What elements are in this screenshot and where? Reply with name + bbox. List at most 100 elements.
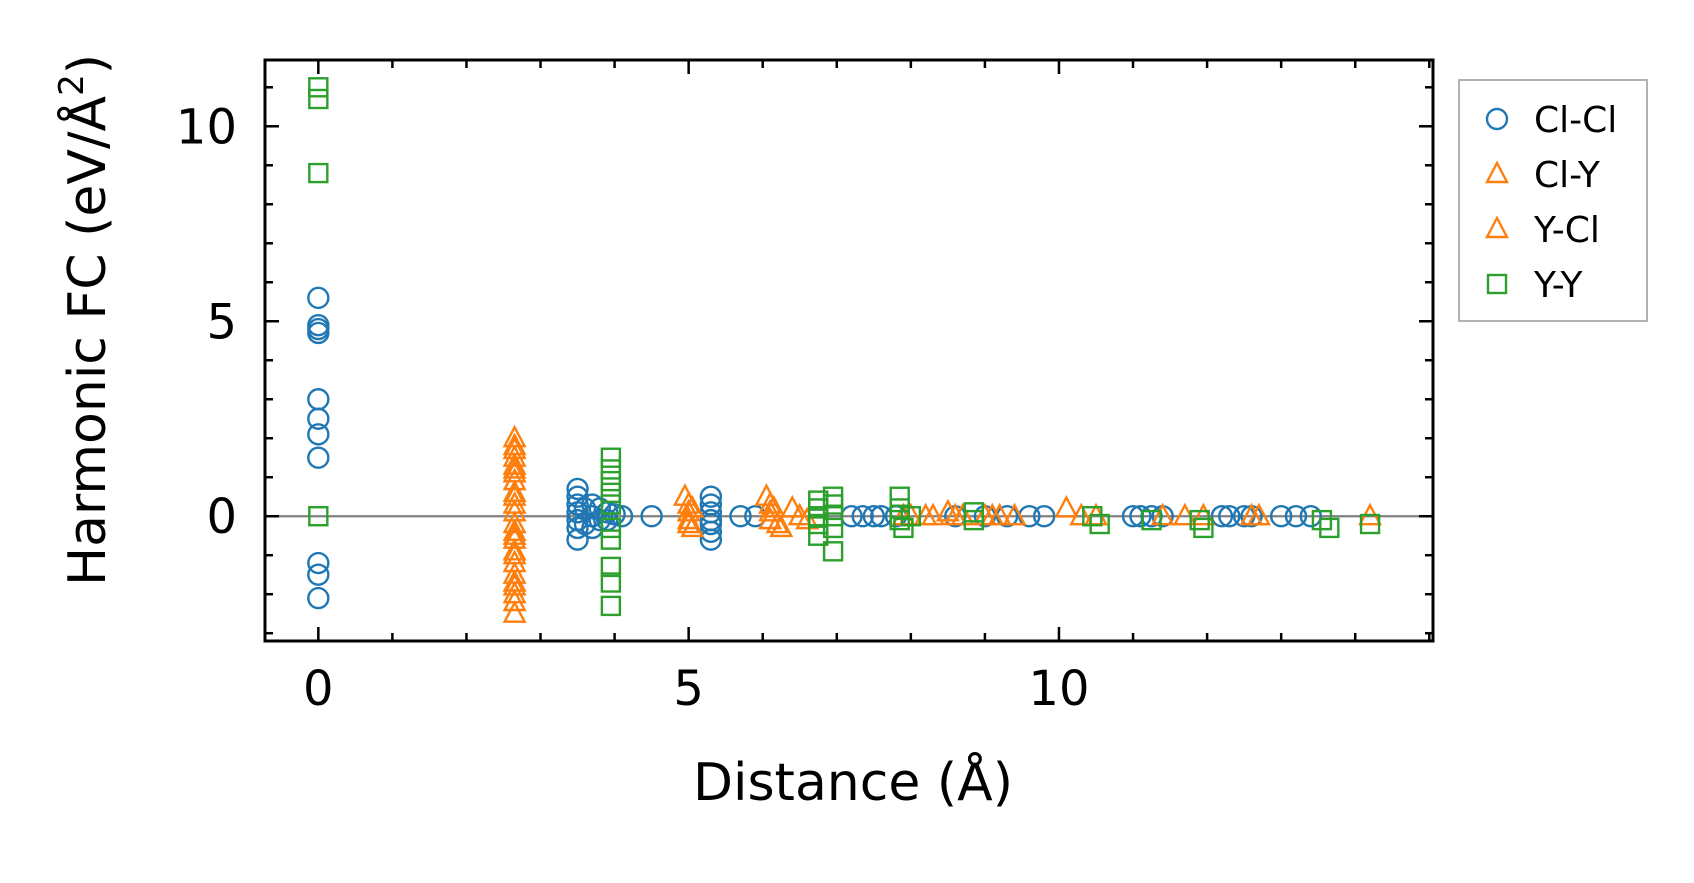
data-point — [851, 505, 874, 528]
series-cl-y — [502, 424, 1383, 623]
data-point — [1082, 506, 1103, 527]
legend-item: Y-Y — [1486, 265, 1583, 306]
data-point — [502, 568, 527, 592]
data-point — [588, 508, 611, 532]
x-tick-label: 0 — [303, 661, 334, 717]
data-point — [808, 513, 829, 535]
y-axis-label-close: ) — [58, 54, 118, 74]
data-point — [600, 517, 622, 539]
data-point — [950, 502, 975, 526]
data-point — [502, 600, 527, 623]
data-point — [758, 490, 783, 514]
plot-area — [263, 58, 1435, 643]
data-point — [893, 517, 914, 539]
data-point — [680, 514, 705, 538]
data-point — [1239, 502, 1264, 526]
data-point — [307, 407, 330, 430]
data-point — [758, 498, 783, 522]
data-point — [822, 506, 844, 527]
data-point — [1089, 513, 1110, 535]
data-point — [1150, 502, 1175, 526]
data-point — [502, 483, 527, 506]
data-point — [1069, 502, 1094, 526]
data-point — [1193, 517, 1214, 539]
data-point — [1002, 502, 1027, 526]
data-point — [1319, 517, 1340, 539]
data-point — [822, 517, 844, 539]
data-point — [502, 572, 527, 596]
legend: Cl-Cl Cl-Y Y-Cl Y-Y — [1458, 79, 1648, 322]
legend-label: Cl-Cl — [1534, 100, 1617, 141]
data-point — [502, 537, 527, 561]
data-point — [307, 286, 330, 310]
legend-item: Y-Cl — [1485, 210, 1600, 251]
data-point — [502, 455, 527, 479]
legend-item: Cl-Cl — [1485, 100, 1617, 141]
data-point — [502, 526, 527, 549]
data-point — [600, 595, 622, 617]
data-point — [1269, 505, 1293, 528]
data-point — [780, 494, 805, 518]
y-tick-label: 0 — [206, 489, 237, 545]
data-point — [761, 494, 786, 518]
data-point — [307, 423, 330, 446]
y-axis-label-superscript: 2 — [52, 74, 92, 96]
data-point — [676, 510, 701, 534]
data-point — [307, 586, 330, 610]
data-point — [308, 506, 329, 527]
data-point — [729, 505, 752, 528]
data-point — [600, 556, 622, 578]
data-point — [889, 486, 910, 507]
data-point — [307, 446, 330, 469]
data-point — [307, 321, 330, 345]
data-point — [308, 162, 329, 184]
data-point — [921, 502, 946, 526]
data-point — [600, 572, 622, 593]
y-axis-label: Harmonic FC (eV/Å2) — [52, 54, 118, 586]
data-point — [1311, 509, 1333, 531]
data-point — [900, 506, 922, 527]
data-point — [502, 444, 527, 467]
tick-labels: 0 5 10 0 5 10 — [176, 99, 1090, 717]
x-tick-label: 5 — [673, 661, 704, 717]
data-point — [600, 494, 622, 515]
axis-ticks — [265, 60, 1433, 641]
data-point — [889, 498, 910, 519]
legend-marker — [1485, 107, 1509, 131]
series-y-y — [308, 77, 1381, 617]
data-point — [600, 459, 622, 480]
data-point — [889, 509, 910, 531]
legend-label: Cl-Y — [1534, 155, 1601, 196]
legend-marker — [1485, 215, 1509, 239]
data-point — [1191, 502, 1216, 526]
data-point — [699, 485, 723, 508]
data-point — [822, 494, 844, 515]
data-point — [502, 451, 527, 475]
legend-item: Cl-Y — [1485, 155, 1601, 196]
legend-box — [1458, 79, 1648, 322]
data-point — [640, 505, 663, 528]
data-point — [1359, 513, 1381, 535]
data-point — [308, 88, 329, 110]
y-tick-label: 5 — [206, 294, 237, 350]
data-point — [676, 498, 701, 522]
data-point — [610, 505, 634, 528]
data-point — [1210, 505, 1234, 528]
data-point — [307, 563, 330, 586]
legend-marker — [1486, 273, 1508, 295]
data-point — [769, 514, 794, 538]
y-tick-label: 10 — [176, 99, 237, 155]
x-axis-label: Distance (Å) — [693, 751, 1013, 813]
data-point — [1299, 505, 1322, 528]
legend-label: Y-Cl — [1533, 210, 1600, 251]
legend-marker — [1485, 160, 1509, 184]
data-point — [808, 525, 829, 546]
x-tick-label: 10 — [1028, 661, 1089, 717]
data-point — [600, 529, 622, 550]
data-point — [1189, 509, 1210, 531]
data-point — [699, 512, 723, 536]
data-point — [1218, 505, 1241, 528]
series-cl-cl — [307, 286, 1322, 610]
data-point — [1284, 505, 1308, 528]
